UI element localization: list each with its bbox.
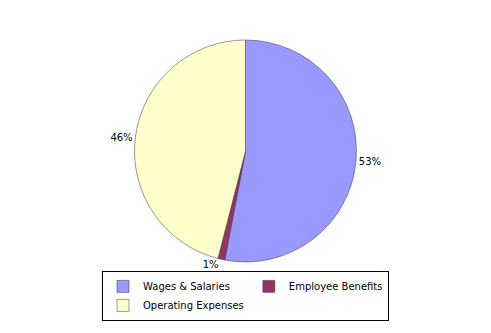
svg-text:Wages & Salaries: Wages & Salaries xyxy=(143,281,230,292)
svg-text:53%: 53% xyxy=(359,156,381,167)
svg-text:1%: 1% xyxy=(203,259,219,270)
svg-text:Operating Expenses: Operating Expenses xyxy=(143,300,244,311)
svg-text:Employee Benefits: Employee Benefits xyxy=(289,281,383,292)
svg-text:46%: 46% xyxy=(110,132,132,143)
